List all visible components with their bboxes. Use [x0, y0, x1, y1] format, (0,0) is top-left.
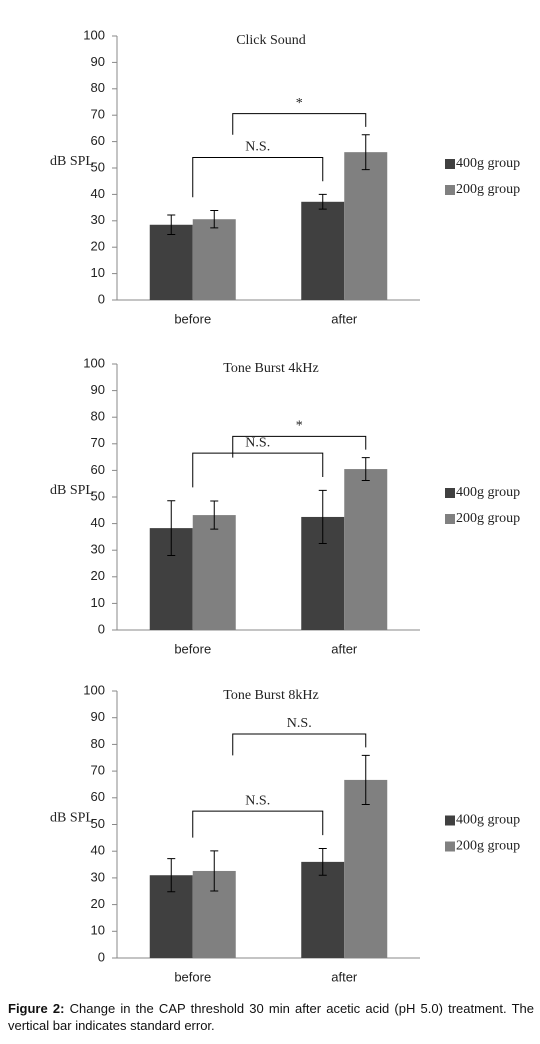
y-tick-label: 70 [91, 763, 105, 778]
x-tick-label: after [331, 969, 358, 984]
bar [301, 201, 345, 300]
bar [344, 779, 388, 958]
legend-swatch [445, 841, 455, 852]
y-tick-label: 80 [91, 736, 105, 751]
error-bar [318, 489, 327, 545]
y-tick-label: 20 [91, 896, 105, 911]
y-tick-label: 70 [91, 107, 105, 122]
y-tick-label: 100 [83, 355, 105, 370]
error-bar [167, 214, 176, 236]
y-tick-label: 80 [91, 80, 105, 95]
error-bar [318, 848, 327, 876]
bar [344, 152, 388, 300]
y-tick-label: 70 [91, 435, 105, 450]
y-tick-label: 50 [91, 816, 105, 831]
annotation: N.S. [245, 435, 270, 450]
legend-swatch [445, 815, 455, 826]
bracket [192, 156, 324, 198]
y-tick-label: 60 [91, 462, 105, 477]
y-tick-label: 0 [98, 949, 105, 964]
y-axis-label: dB SPL [50, 811, 94, 826]
legend-label: 200g group [456, 839, 520, 854]
legend-swatch [445, 488, 455, 498]
chart-title: Click Sound [236, 33, 306, 48]
bar [192, 515, 236, 630]
error-bar [361, 457, 370, 482]
legend-label: 400g group [456, 813, 520, 828]
y-tick-label: 90 [91, 54, 105, 69]
legend-swatch [445, 185, 455, 195]
y-tick-label: 10 [91, 595, 105, 610]
y-tick-label: 50 [91, 159, 105, 174]
error-bar [167, 858, 176, 893]
legend-label: 400g group [456, 485, 520, 500]
bar [301, 861, 345, 958]
x-tick-label: before [174, 641, 211, 656]
y-tick-label: 20 [91, 239, 105, 254]
caption: Figure 2: Change in the CAP threshold 30… [8, 1000, 534, 1034]
y-tick-label: 30 [91, 542, 105, 557]
caption-label: Figure 2: [8, 1001, 65, 1016]
y-tick-label: 10 [91, 923, 105, 938]
y-tick-label: 40 [91, 186, 105, 201]
chart-title: Tone Burst 4kHz [223, 361, 318, 376]
annotation: N.S. [245, 140, 270, 155]
legend-swatch [445, 159, 455, 169]
x-tick-label: before [174, 311, 211, 326]
error-bar [210, 500, 219, 530]
error-bar [318, 193, 327, 210]
y-tick-label: 10 [91, 265, 105, 280]
y-tick-label: 100 [83, 682, 105, 697]
legend-label: 200g group [456, 182, 520, 197]
bracket [232, 733, 367, 756]
y-tick-label: 40 [91, 843, 105, 858]
bar [344, 469, 388, 630]
y-tick-label: 40 [91, 515, 105, 530]
error-bar [361, 754, 370, 805]
y-tick-label: 0 [98, 291, 105, 306]
y-tick-label: 90 [91, 709, 105, 724]
y-tick-label: 0 [98, 621, 105, 636]
bracket [232, 113, 367, 135]
y-tick-label: 60 [91, 789, 105, 804]
annotation: N.S. [245, 793, 270, 808]
y-tick-label: 90 [91, 382, 105, 397]
legend-label: 200g group [456, 511, 520, 526]
y-tick-label: 50 [91, 488, 105, 503]
y-tick-label: 100 [83, 27, 105, 42]
caption-text: Change in the CAP threshold 30 min after… [8, 1001, 534, 1033]
bar [192, 219, 236, 300]
bar [149, 224, 193, 300]
bracket [232, 435, 367, 458]
y-tick-label: 60 [91, 133, 105, 148]
bracket [192, 810, 324, 838]
error-bar [167, 500, 176, 557]
error-bar [210, 210, 219, 229]
annotation: * [296, 419, 303, 434]
error-bar [361, 134, 370, 171]
legend-swatch [445, 514, 455, 524]
legend-label: 400g group [456, 156, 520, 171]
y-tick-label: 30 [91, 212, 105, 227]
x-tick-label: before [174, 969, 211, 984]
y-tick-label: 20 [91, 568, 105, 583]
chart-title: Tone Burst 8kHz [223, 688, 318, 703]
y-tick-label: 80 [91, 409, 105, 424]
annotation: N.S. [287, 716, 312, 731]
annotation: * [296, 96, 303, 111]
bracket [192, 452, 324, 488]
y-tick-label: 30 [91, 869, 105, 884]
y-axis-label: dB SPL [50, 154, 94, 169]
y-axis-label: dB SPL [50, 483, 94, 498]
x-tick-label: after [331, 641, 358, 656]
error-bar [210, 850, 219, 892]
x-tick-label: after [331, 311, 358, 326]
